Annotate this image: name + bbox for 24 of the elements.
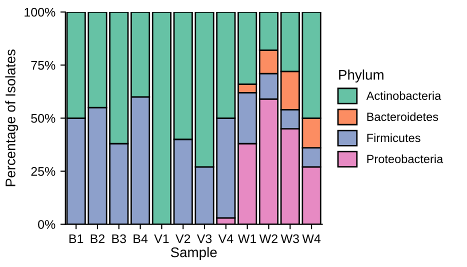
legend-label: Bacteroidetes (367, 112, 438, 122)
y-tick-label: 0% (38, 220, 56, 229)
x-tick-label: V4 (218, 234, 234, 244)
x-tick-label: V3 (196, 234, 212, 244)
x-tick-label: V1 (154, 234, 169, 244)
y-tick-label: 75% (31, 60, 56, 70)
legend-title: Phylum (339, 70, 384, 82)
y-tick-label: 25% (31, 167, 56, 176)
x-tick-label: W2 (259, 234, 278, 244)
x-tick-label: V2 (176, 234, 190, 244)
x-tick-label: B2 (90, 234, 105, 244)
y-axis-title: Percentage of Isolates (5, 50, 18, 186)
x-tick-label: B4 (134, 234, 148, 244)
x-tick-label: W4 (302, 234, 321, 244)
legend-label: Actinobacteria (366, 91, 442, 100)
x-tick-label: B1 (69, 234, 84, 244)
legend-label: Proteobacteria (367, 154, 444, 164)
y-tick-label: 100% (24, 8, 56, 17)
x-tick-label: B3 (112, 234, 126, 244)
y-tick-label: 50% (31, 114, 56, 123)
legend-label: Firmicutes (367, 133, 420, 142)
x-tick-label: W3 (280, 234, 299, 244)
x-axis-title: Sample (170, 247, 217, 260)
x-tick-label: W1 (238, 234, 256, 244)
